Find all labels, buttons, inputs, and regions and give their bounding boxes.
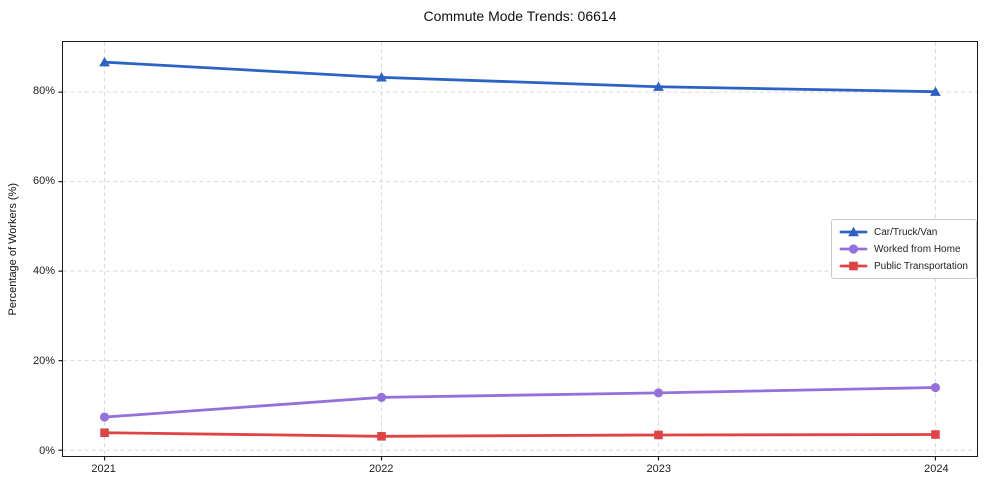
legend-triangle-marker-icon (839, 226, 868, 237)
y-axis-label-container: Percentage of Workers (%) (3, 41, 23, 457)
legend-item-car-truck-van: Car/Truck/Van (839, 225, 968, 239)
legend-circle-marker-icon (839, 244, 868, 254)
x-tick-label: 2022 (368, 463, 394, 475)
triangle-data-point-car-truck-van (653, 81, 664, 91)
series-line-public-transportation (103, 431, 937, 438)
square-data-point-public-transportation (654, 430, 663, 440)
square-data-point-public-transportation (377, 432, 386, 441)
x-tick-label: 2021 (91, 463, 116, 475)
triangle-data-point-car-truck-van (99, 56, 110, 67)
x-tick-label: 2024 (924, 463, 949, 475)
chart-canvas (58, 42, 977, 461)
y-tick-label: 40% (32, 265, 55, 278)
circle-data-point-worked-from-home (99, 412, 110, 422)
legend-item-worked-from-home: Worked from Home (839, 242, 968, 256)
y-tick-label: 60% (32, 175, 55, 188)
circle-data-point-worked-from-home (653, 388, 664, 398)
legend-marker-glyph (849, 261, 858, 271)
legend-marker-glyph (848, 244, 859, 254)
legend-square-marker-icon (839, 261, 868, 271)
circle-data-point-worked-from-home (376, 392, 387, 402)
y-tick-label: 0% (39, 445, 55, 458)
series-line-car-truck-van (103, 60, 937, 94)
square-data-point-public-transportation (100, 428, 109, 438)
y-axis-label: Percentage of Workers (%) (7, 182, 19, 316)
legend-marker-glyph (848, 226, 859, 237)
circle-data-point-worked-from-home (930, 382, 941, 393)
plot-area (58, 41, 978, 461)
legend-item-public-transportation: Public Transportation (839, 259, 968, 273)
triangle-data-point-car-truck-van (376, 72, 387, 82)
y-tick-label: 80% (32, 85, 55, 98)
series-line-worked-from-home (103, 386, 937, 419)
y-tick-label: 20% (32, 355, 55, 368)
legend-label: Worked from Home (874, 243, 961, 255)
legend-label: Car/Truck/Van (874, 226, 938, 238)
triangle-data-point-car-truck-van (930, 86, 941, 96)
legend: Car/Truck/Van Worked from Home Public Tran… (831, 219, 977, 279)
legend-label: Public Transportation (874, 260, 968, 272)
chart-title: Commute Mode Trends: 06614 (423, 8, 617, 24)
x-tick-label: 2023 (646, 463, 672, 475)
square-data-point-public-transportation (931, 430, 940, 439)
